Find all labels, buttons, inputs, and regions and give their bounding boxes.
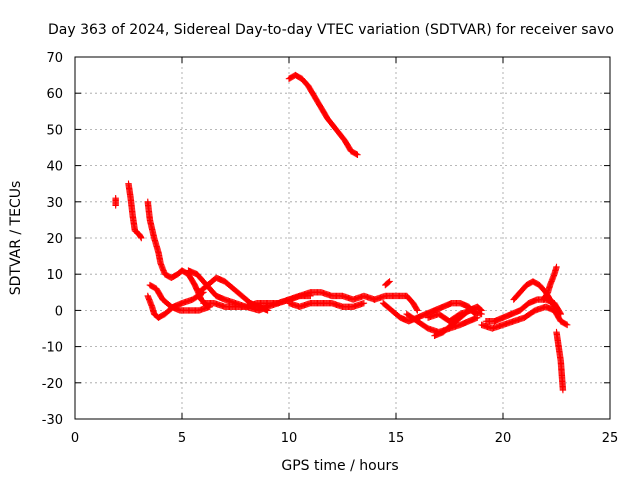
y-tick-label: 20 bbox=[46, 232, 63, 247]
y-tick-label: 70 bbox=[46, 51, 63, 66]
data-point bbox=[478, 310, 485, 318]
x-axis-label: GPS time / hours bbox=[281, 458, 398, 474]
y-tick-label: 50 bbox=[46, 123, 63, 138]
series-arc-18 bbox=[478, 303, 571, 332]
series-arc-22 bbox=[553, 328, 567, 394]
y-tick-label: 60 bbox=[46, 87, 63, 102]
y-tick-label: 30 bbox=[46, 196, 63, 211]
y-tick-label: 10 bbox=[46, 268, 63, 283]
x-tick-label: 5 bbox=[178, 431, 186, 446]
data-point bbox=[413, 306, 420, 313]
x-tick-label: 10 bbox=[281, 431, 298, 446]
data-point bbox=[386, 278, 393, 285]
series-arc-12 bbox=[371, 292, 421, 314]
data-point bbox=[414, 307, 421, 314]
data-point bbox=[264, 307, 271, 314]
series-arc-21 bbox=[540, 263, 560, 303]
data-point bbox=[559, 386, 567, 394]
data-point bbox=[138, 234, 145, 242]
data-point bbox=[557, 310, 564, 318]
data-point bbox=[112, 194, 119, 202]
chart-title: Day 363 of 2024, Sidereal Day-to-day VTE… bbox=[48, 22, 614, 38]
data-point bbox=[553, 263, 560, 271]
x-tick-label: 0 bbox=[71, 431, 79, 446]
data-point bbox=[550, 302, 557, 309]
y-tick-label: -10 bbox=[42, 341, 63, 356]
x-tick-label: 20 bbox=[495, 431, 512, 446]
series-arc-2 bbox=[125, 180, 145, 242]
series-arc-9 bbox=[285, 71, 361, 158]
series-arc-5 bbox=[144, 289, 207, 321]
data-point bbox=[551, 303, 558, 310]
data-point bbox=[564, 321, 571, 329]
series-arc-8 bbox=[200, 299, 282, 310]
series-arc-13 bbox=[382, 278, 393, 289]
axis-ticks: 0 5 10 15 20 25 -30 -20 -10 0 10 20 30 40 50 60 70 bbox=[42, 51, 619, 446]
data-point bbox=[360, 299, 368, 307]
data-point bbox=[385, 278, 392, 286]
data-points bbox=[112, 71, 571, 394]
y-axis-label: SDTVAR / TECUs bbox=[8, 181, 24, 296]
x-tick-label: 15 bbox=[388, 431, 405, 446]
y-tick-label: -30 bbox=[42, 413, 63, 428]
series-arc-10 bbox=[275, 289, 378, 307]
series-arc-1 bbox=[112, 194, 119, 209]
y-tick-label: 40 bbox=[46, 160, 63, 175]
series-arc-11 bbox=[285, 299, 368, 310]
x-tick-label: 25 bbox=[602, 431, 619, 446]
data-point bbox=[556, 309, 564, 317]
series-arc-17 bbox=[424, 307, 485, 325]
data-point bbox=[354, 151, 361, 158]
data-point bbox=[353, 150, 360, 158]
data-point bbox=[562, 321, 570, 328]
y-tick-label: -20 bbox=[42, 377, 63, 392]
plot-frame bbox=[74, 56, 611, 420]
y-tick-label: 0 bbox=[55, 304, 63, 319]
